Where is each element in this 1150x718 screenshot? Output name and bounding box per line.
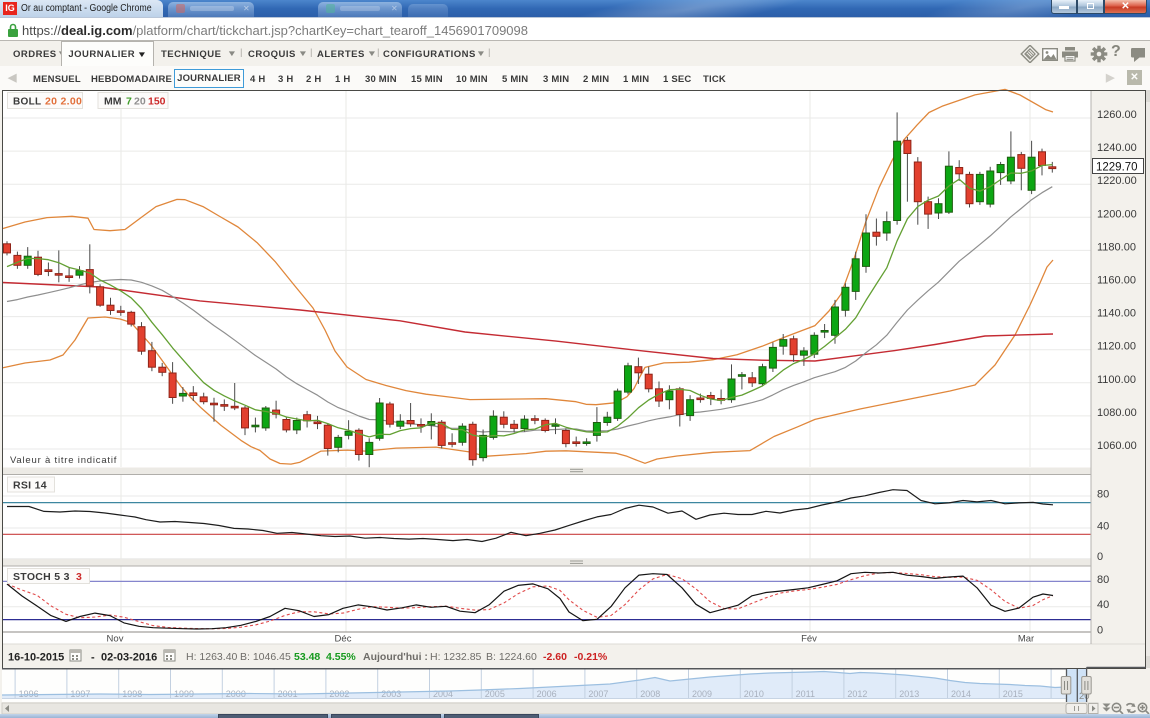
svg-text:B: 1046.45: B: 1046.45 [240, 651, 291, 663]
svg-text:MM: MM [104, 96, 122, 108]
svg-text:H: 1232.85: H: 1232.85 [430, 651, 482, 663]
svg-text:B: 1224.60: B: 1224.60 [486, 651, 537, 663]
svg-text:BOLL: BOLL [13, 97, 41, 108]
svg-text:1220.00: 1220.00 [1097, 175, 1137, 187]
svg-text:2003: 2003 [381, 689, 401, 699]
svg-text:7: 7 [126, 96, 132, 108]
svg-text:1120.00: 1120.00 [1097, 341, 1136, 353]
svg-text:1100.00: 1100.00 [1097, 374, 1136, 386]
svg-text:Fév: Fév [801, 634, 817, 645]
svg-text:150: 150 [148, 96, 166, 108]
svg-text:1996: 1996 [19, 689, 39, 699]
svg-text:1080.00: 1080.00 [1097, 407, 1137, 419]
svg-text:0: 0 [1097, 625, 1103, 637]
svg-text:1240.00: 1240.00 [1097, 142, 1137, 154]
svg-text:-0.21%: -0.21% [574, 651, 608, 663]
svg-text:20: 20 [1079, 691, 1090, 702]
svg-text:53.48: 53.48 [294, 651, 320, 663]
svg-text:1060.00: 1060.00 [1097, 440, 1137, 452]
svg-text:2006: 2006 [537, 689, 557, 699]
svg-text:02-03-2016: 02-03-2016 [101, 652, 157, 664]
svg-text:Aujourd'hui :: Aujourd'hui : [363, 651, 428, 663]
svg-text:16-10-2015: 16-10-2015 [8, 652, 64, 664]
svg-text:20 2.00: 20 2.00 [45, 96, 82, 108]
svg-text:80: 80 [1097, 489, 1109, 501]
svg-text:4.55%: 4.55% [326, 651, 356, 663]
svg-text:0: 0 [1097, 551, 1103, 563]
svg-text:2015: 2015 [1003, 689, 1023, 699]
svg-text:STOCH 5 3: STOCH 5 3 [13, 571, 70, 583]
svg-text:2010: 2010 [744, 689, 764, 699]
svg-text:2008: 2008 [640, 689, 660, 699]
svg-text:2004: 2004 [433, 689, 453, 699]
svg-text:2007: 2007 [588, 689, 608, 699]
svg-text:Valeur à titre indicatif: Valeur à titre indicatif [10, 455, 117, 466]
svg-text:-2.60: -2.60 [543, 651, 567, 663]
svg-text:1260.00: 1260.00 [1097, 109, 1137, 121]
svg-text:20: 20 [134, 96, 146, 108]
svg-text:1160.00: 1160.00 [1097, 275, 1136, 287]
svg-text:40: 40 [1097, 521, 1109, 533]
svg-text:Déc: Déc [335, 634, 352, 645]
svg-text:2011: 2011 [796, 689, 815, 699]
svg-text:1200.00: 1200.00 [1097, 208, 1137, 220]
svg-text:3: 3 [76, 571, 82, 583]
svg-text:RSI 14: RSI 14 [13, 480, 47, 492]
svg-text:2012: 2012 [847, 689, 867, 699]
svg-text:2002: 2002 [329, 689, 349, 699]
svg-text:Nov: Nov [107, 634, 124, 645]
svg-text:Mar: Mar [1018, 634, 1034, 645]
svg-text:1180.00: 1180.00 [1097, 241, 1136, 253]
svg-text:1229.70: 1229.70 [1096, 162, 1138, 174]
svg-text:H: 1263.40: H: 1263.40 [186, 651, 238, 663]
svg-text:40: 40 [1097, 599, 1109, 611]
svg-text:80: 80 [1097, 574, 1109, 586]
svg-text:1140.00: 1140.00 [1097, 308, 1136, 320]
svg-text:2013: 2013 [899, 689, 919, 699]
svg-text:2005: 2005 [485, 689, 505, 699]
svg-text:2014: 2014 [951, 689, 971, 699]
svg-text:-: - [91, 652, 95, 664]
svg-text:2009: 2009 [692, 689, 712, 699]
